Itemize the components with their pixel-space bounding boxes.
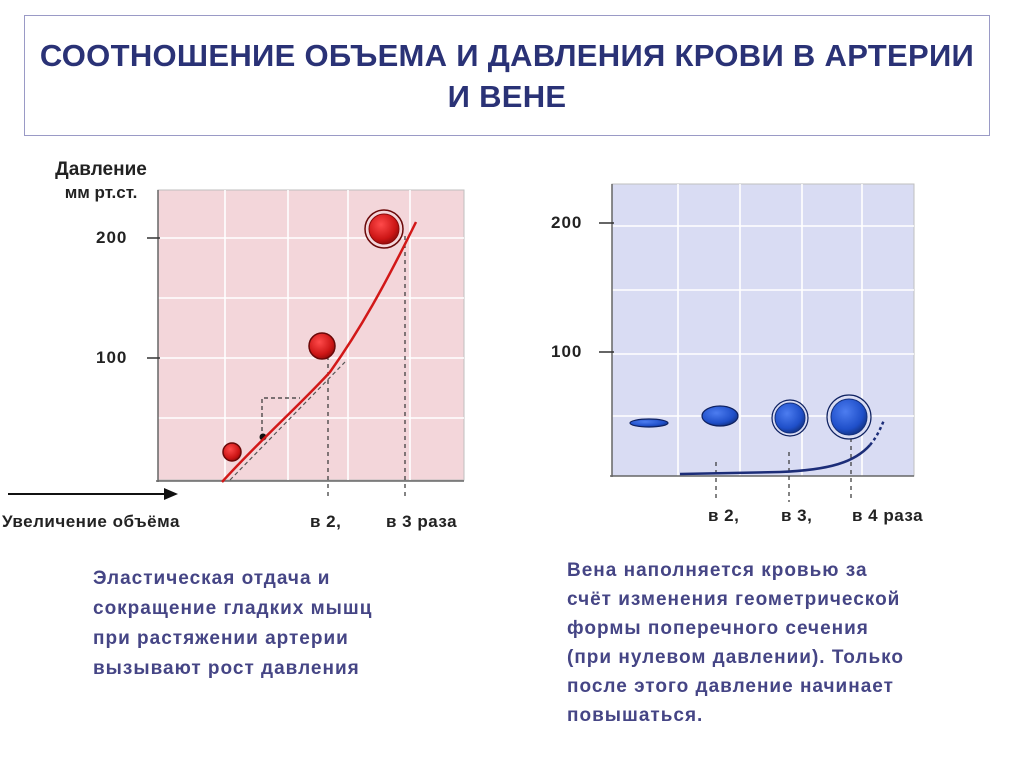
volume-arrow-head [164,488,178,500]
artery-plot-area [157,189,465,481]
artery-x-tick-2: в 2, [310,512,342,531]
artery-description: Эластическая отдача и сокращение гладких… [93,564,372,684]
artery-dot-large [368,213,400,245]
vein-section-oval [701,405,739,427]
vein-description-line: счёт изменения геометрической [567,589,901,610]
vein-section-round [774,402,806,434]
vein-description: Вена наполняется кровью за счёт изменени… [567,556,904,730]
vein-x-tick-2: в 2, [708,506,740,525]
artery-dot-small [222,442,242,462]
artery-description-line: при растяжении артерии [93,628,349,649]
vein-x-tick-4: в 4 раза [852,506,924,525]
artery-x-label: Увеличение объёма [2,512,180,531]
vein-plot-area [611,183,915,477]
artery-chart [8,189,465,500]
artery-y-label-line1: Давление [55,159,147,180]
page-title: СООТНОШЕНИЕ ОБЪЕМА И ДАВЛЕНИЯ КРОВИ В АР… [39,37,975,114]
artery-dot-medium [308,332,336,360]
vein-pressure-curve-dashed [869,419,886,446]
vein-tick-label-200: 200 [551,213,583,232]
vein-description-line: после этого давление начинает [567,676,894,697]
vein-x-tick-3: в 3, [781,506,813,525]
artery-y-label: Давление мм рт.ст. [40,158,162,204]
artery-y-label-line2: мм рт.ст. [64,183,138,202]
vein-description-line: (при нулевом давлении). Только [567,647,904,668]
vein-description-line: Вена наполняется кровью за [567,560,868,581]
title-box: СООТНОШЕНИЕ ОБЪЕМА И ДАВЛЕНИЯ КРОВИ В АР… [24,15,990,136]
vein-tick-label-100: 100 [551,342,583,361]
artery-tick-label-100: 100 [96,348,128,367]
vein-chart [599,183,915,502]
artery-description-line: Эластическая отдача и [93,568,331,589]
artery-x-tick-3: в 3 раза [386,512,458,531]
artery-description-line: сокращение гладких мышц [93,598,373,619]
vein-description-line: формы поперечного сечения [567,618,869,639]
artery-pressure-curve [221,221,418,483]
vein-description-line: повышаться. [567,705,704,726]
artery-volume-step [261,397,300,438]
vein-section-flat [629,418,669,428]
artery-tick-label-200: 200 [96,228,128,247]
vein-pressure-curve [679,444,871,476]
vein-section-large [830,398,868,436]
artery-description-line: вызывают рост давления [93,658,360,679]
artery-grid [158,190,464,480]
